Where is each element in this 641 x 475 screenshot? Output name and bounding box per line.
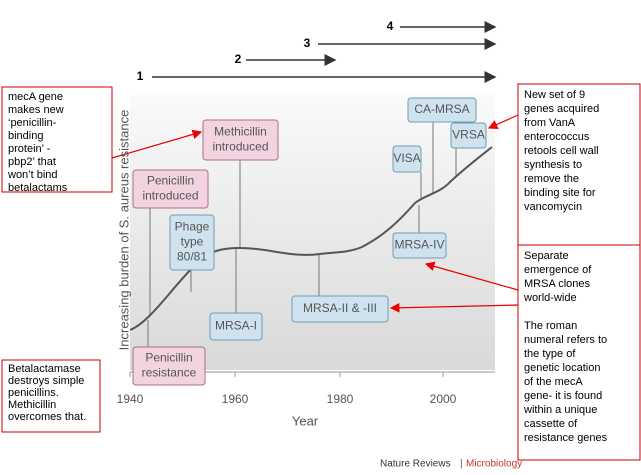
footer-journal: Nature Reviews: [380, 459, 451, 470]
footer-divider: |: [460, 459, 463, 470]
note-box: [1, 86, 113, 193]
footer-section: Microbiology: [466, 459, 522, 470]
note-text: cassette of: [524, 418, 578, 430]
note-text: New set of 9: [524, 89, 585, 101]
note-text: penicillins.: [8, 387, 59, 399]
note-text: binding site for: [524, 187, 596, 199]
connectors: [147, 122, 457, 347]
arrow-number: 4: [387, 19, 394, 33]
event-box: [291, 295, 389, 323]
event-label: type: [181, 235, 204, 249]
note-text: enterococcus: [524, 131, 590, 143]
note-text: genes acquired: [524, 103, 599, 115]
event-label: introduced: [142, 189, 198, 203]
event-box: [392, 232, 447, 259]
note-text: world-wide: [523, 292, 577, 304]
note-text: within a unique: [523, 404, 597, 416]
note-text: overcomes that.: [8, 411, 86, 423]
note-text: resistance genes: [524, 432, 608, 444]
event-label: Penicillin: [145, 351, 192, 365]
note-text: retools cell wall: [524, 145, 599, 157]
note-text: protein’ -: [8, 143, 51, 155]
note-text: Methicillin: [8, 399, 56, 411]
event-label: introduced: [212, 140, 268, 154]
note-text: numeral refers to: [524, 334, 607, 346]
note-text: emergence of: [524, 264, 592, 276]
note-box: [1, 359, 101, 433]
note-text: genetic location: [524, 362, 600, 374]
note-box: [517, 83, 641, 246]
arrow-number: 3: [304, 36, 311, 50]
event-label: MRSA-II & -III: [303, 301, 377, 315]
event-box: [450, 122, 487, 149]
x-axis-label: Year: [292, 413, 319, 428]
note-box: [517, 244, 641, 461]
event-label: MRSA-IV: [394, 238, 444, 252]
note-text: The roman: [524, 320, 577, 332]
arrow-number: 2: [235, 52, 242, 66]
y-axis-label: Increasing burden of S. aureus resistanc…: [116, 110, 131, 351]
event-box: [392, 145, 422, 173]
event-label: Methicillin: [214, 125, 267, 139]
note-text: of the mecA: [524, 376, 583, 388]
note-text: gene- it is found: [524, 390, 602, 402]
event-label: VRSA: [452, 128, 485, 142]
note-text: Betalactamase: [8, 363, 81, 375]
note-text: mecA gene: [8, 91, 63, 103]
event-box: [202, 119, 279, 161]
note-text: remove the: [524, 173, 579, 185]
event-label: 80/81: [177, 250, 207, 264]
note-text: makes new: [8, 104, 64, 116]
note-text: from VanA: [524, 117, 576, 129]
note-text: pbp2’ that: [8, 156, 56, 168]
event-box: [132, 169, 209, 209]
event-label: Penicillin: [147, 174, 194, 188]
event-label: MRSA-I: [215, 319, 257, 333]
note-text: binding: [8, 130, 43, 142]
x-tick-label: 2000: [430, 392, 457, 406]
note-text: synthesis to: [524, 159, 582, 171]
event-box: [132, 346, 206, 386]
event-box: [209, 312, 263, 341]
event-label: CA-MRSA: [414, 102, 469, 116]
note-text: MRSA clones: [524, 278, 591, 290]
x-tick-label: 1960: [222, 392, 249, 406]
note-text: vancomycin: [524, 201, 582, 213]
x-tick-label: 1980: [327, 392, 354, 406]
event-label: resistance: [142, 366, 197, 380]
note-text: ‘penicillin-: [8, 117, 57, 129]
event-box: [169, 214, 215, 271]
note-text: the type of: [524, 348, 576, 360]
note-text: destroys simple: [8, 375, 84, 387]
event-label: VISA: [393, 151, 420, 165]
arrow-number: 1: [137, 69, 144, 83]
pointer-arrows: [111, 114, 519, 313]
event-label: Phage: [175, 220, 210, 234]
note-text: won’t bind: [7, 169, 58, 181]
x-tick-label: 1940: [117, 392, 144, 406]
event-box: [407, 97, 477, 123]
note-text: betalactams: [8, 182, 68, 194]
note-text: Separate: [524, 250, 569, 262]
